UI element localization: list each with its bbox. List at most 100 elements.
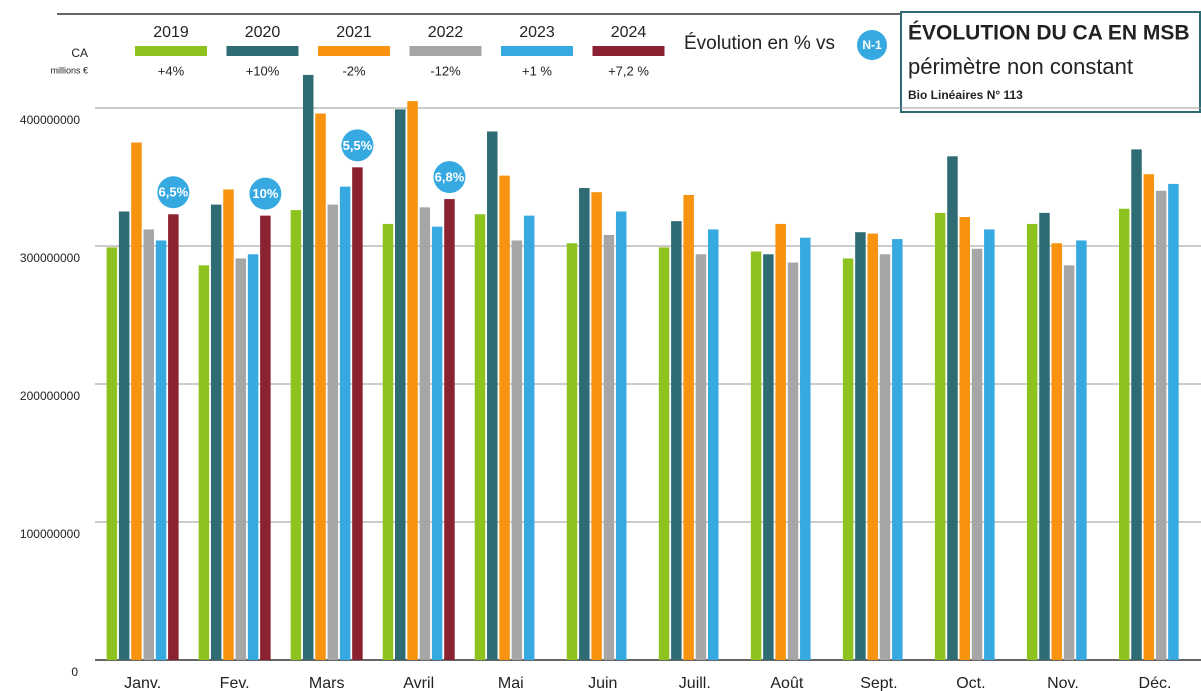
x-tick-label: Oct. bbox=[956, 675, 985, 691]
legend-year: 2020 bbox=[245, 24, 281, 41]
bar bbox=[775, 223, 786, 661]
bar bbox=[787, 262, 799, 660]
legend-year: 2021 bbox=[336, 24, 372, 41]
bar bbox=[658, 247, 670, 660]
badge bbox=[857, 30, 887, 60]
badge-text: N-1 bbox=[862, 38, 882, 52]
bar bbox=[523, 215, 535, 660]
legend-year: 2019 bbox=[153, 24, 189, 41]
evolution-label: Évolution en % vs bbox=[684, 33, 835, 54]
bar bbox=[603, 234, 615, 660]
bar bbox=[867, 233, 878, 660]
x-tick-label: Déc. bbox=[1139, 675, 1172, 691]
y-tick-label: 300000000 bbox=[20, 251, 80, 265]
legend-swatch bbox=[592, 46, 665, 56]
bar bbox=[750, 251, 762, 660]
y-unit: millions € bbox=[50, 65, 88, 75]
bar bbox=[1143, 174, 1155, 661]
x-tick-label: Fev. bbox=[220, 675, 250, 691]
bar bbox=[407, 101, 418, 661]
y-tick-label: 0 bbox=[71, 665, 78, 679]
chart-subtitle: périmètre non constant bbox=[908, 54, 1133, 79]
x-tick-label: Juin bbox=[588, 675, 617, 691]
legend-swatch bbox=[501, 46, 573, 56]
bar bbox=[800, 237, 811, 660]
annotation-text: 6,8% bbox=[435, 170, 465, 185]
bar bbox=[395, 109, 406, 660]
bar bbox=[223, 189, 234, 661]
bar bbox=[934, 212, 946, 660]
legend-evolution: +7,2 % bbox=[608, 63, 649, 78]
legend-evolution: +10% bbox=[246, 63, 280, 78]
legend-evolution: -2% bbox=[342, 63, 366, 78]
bar bbox=[106, 247, 118, 660]
y-tick-label: 100000000 bbox=[20, 527, 80, 541]
bar bbox=[339, 186, 351, 660]
annotation-text: 6,5% bbox=[159, 185, 189, 200]
annotation-text: 5,5% bbox=[343, 138, 373, 153]
x-tick-label: Sept. bbox=[860, 675, 897, 691]
bar bbox=[892, 239, 903, 660]
bar bbox=[855, 232, 866, 660]
bar bbox=[1131, 149, 1142, 660]
x-tick-label: Janv. bbox=[124, 675, 161, 691]
bar bbox=[1026, 223, 1038, 661]
bar bbox=[591, 192, 602, 660]
bar bbox=[959, 217, 970, 660]
y-tick-label: 400000000 bbox=[20, 113, 80, 127]
bar bbox=[131, 142, 142, 660]
bar bbox=[1063, 265, 1075, 660]
bar bbox=[315, 113, 326, 660]
bar bbox=[1168, 183, 1179, 660]
x-tick-label: Mars bbox=[309, 675, 345, 691]
bar bbox=[499, 175, 510, 660]
legend-swatch bbox=[135, 46, 207, 56]
bar bbox=[566, 243, 578, 661]
annotation-bubble bbox=[433, 161, 466, 194]
legend-evolution: +4% bbox=[158, 63, 185, 78]
y-label: CA bbox=[71, 46, 88, 60]
y-tick-label: 200000000 bbox=[20, 389, 80, 403]
bar bbox=[1051, 243, 1063, 661]
bar bbox=[155, 240, 167, 661]
bar bbox=[842, 258, 854, 660]
bar bbox=[431, 226, 443, 660]
legend-swatch bbox=[226, 46, 299, 56]
bar bbox=[247, 254, 259, 660]
bar bbox=[579, 188, 590, 661]
legend-swatch bbox=[318, 46, 390, 56]
x-tick-label: Juill. bbox=[679, 675, 711, 691]
chart-title: ÉVOLUTION DU CA EN MSB bbox=[908, 22, 1190, 45]
bar bbox=[1118, 208, 1130, 661]
bar bbox=[708, 229, 719, 660]
bar bbox=[671, 221, 682, 660]
annotation-bubble bbox=[157, 176, 190, 209]
bar bbox=[352, 167, 363, 660]
bar bbox=[118, 211, 130, 660]
bar bbox=[947, 156, 958, 661]
x-tick-label: Avril bbox=[403, 675, 434, 691]
bar bbox=[1039, 212, 1050, 660]
source: Bio Linéaires N° 113 bbox=[908, 88, 1023, 102]
bar bbox=[210, 204, 222, 660]
legend-swatch bbox=[409, 46, 482, 56]
bar bbox=[1155, 190, 1167, 661]
annotation-bubble bbox=[341, 129, 374, 162]
bar bbox=[1076, 240, 1087, 661]
x-tick-label: Mai bbox=[498, 675, 524, 691]
legend-evolution: +1 % bbox=[522, 63, 552, 78]
bar bbox=[419, 207, 431, 661]
bar bbox=[879, 254, 891, 660]
bar bbox=[168, 214, 179, 660]
bar bbox=[198, 265, 210, 660]
title-box bbox=[900, 11, 1201, 113]
bar bbox=[487, 131, 498, 660]
bar bbox=[290, 210, 302, 660]
x-tick-label: Août bbox=[770, 675, 803, 691]
bar bbox=[260, 215, 271, 660]
bar bbox=[984, 229, 995, 660]
x-tick-label: Nov. bbox=[1047, 675, 1079, 691]
bar bbox=[444, 199, 455, 660]
bar bbox=[763, 254, 774, 660]
